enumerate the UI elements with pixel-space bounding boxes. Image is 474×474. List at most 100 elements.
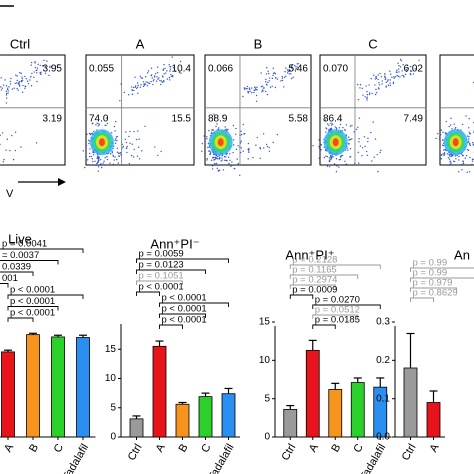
event-dot bbox=[150, 67, 153, 69]
event-dot bbox=[128, 94, 130, 96]
event-dot bbox=[160, 83, 162, 86]
p-value: p < 0.0001 bbox=[162, 315, 207, 326]
event-dot bbox=[165, 72, 167, 74]
event-dot bbox=[349, 138, 352, 141]
event-dot bbox=[16, 79, 18, 82]
event-dot bbox=[206, 138, 208, 140]
event-dot bbox=[216, 157, 219, 160]
event-dot bbox=[169, 79, 171, 81]
event-dot bbox=[214, 162, 216, 165]
event-dot bbox=[12, 158, 15, 161]
event-dot bbox=[20, 81, 23, 83]
event-dot bbox=[441, 144, 444, 146]
event-dot bbox=[215, 162, 218, 165]
event-dot bbox=[286, 72, 289, 74]
event-dot bbox=[130, 154, 133, 157]
event-dot bbox=[85, 145, 88, 147]
event-dot bbox=[295, 68, 298, 70]
event-dot bbox=[370, 77, 372, 80]
event-dot bbox=[266, 145, 269, 148]
event-dot bbox=[44, 72, 47, 75]
event-dot bbox=[233, 167, 236, 170]
event-dot bbox=[240, 133, 243, 136]
flow-axis-label: V bbox=[6, 188, 14, 200]
significance-bracket bbox=[0, 260, 59, 265]
event-dot bbox=[375, 76, 377, 78]
event-dot bbox=[364, 145, 366, 148]
event-dot bbox=[36, 72, 38, 74]
event-dot bbox=[469, 132, 472, 135]
event-dot bbox=[374, 93, 377, 96]
event-dot bbox=[331, 154, 333, 157]
event-dot bbox=[163, 80, 165, 83]
event-dot bbox=[247, 150, 250, 152]
x-tick-label: A bbox=[154, 441, 168, 454]
y-tick-label: 5 bbox=[264, 393, 270, 404]
event-dot bbox=[242, 150, 244, 152]
p-value: p < 0.0001 bbox=[10, 308, 55, 319]
event-dot bbox=[403, 75, 405, 77]
event-dot bbox=[291, 64, 294, 66]
event-dot bbox=[8, 86, 10, 88]
event-dot bbox=[172, 67, 175, 69]
event-dot bbox=[261, 89, 264, 91]
p-value: p = 0.0041 bbox=[2, 239, 47, 250]
event-dot bbox=[169, 66, 172, 68]
event-dot bbox=[114, 139, 116, 141]
event-dot bbox=[154, 146, 156, 148]
significance-bracket bbox=[159, 313, 206, 318]
event-dot bbox=[220, 160, 222, 162]
event-dot bbox=[91, 158, 94, 160]
event-dot bbox=[328, 124, 330, 126]
event-dot bbox=[248, 87, 251, 89]
event-cloud bbox=[82, 56, 182, 172]
event-dot bbox=[19, 72, 21, 74]
event-dot bbox=[225, 128, 227, 131]
event-dot bbox=[160, 150, 162, 153]
event-dot bbox=[377, 74, 379, 76]
event-dot bbox=[438, 138, 441, 140]
event-dot bbox=[398, 68, 400, 70]
event-dot bbox=[253, 89, 255, 92]
event-dot bbox=[9, 83, 12, 85]
bar bbox=[175, 403, 190, 438]
event-dot bbox=[332, 156, 334, 158]
event-dot bbox=[139, 86, 142, 88]
event-dot bbox=[126, 147, 128, 149]
event-dot bbox=[15, 74, 17, 76]
event-dot bbox=[150, 80, 152, 83]
event-dot bbox=[396, 69, 398, 72]
event-dot bbox=[24, 85, 27, 88]
event-dot bbox=[109, 162, 111, 164]
event-dot bbox=[296, 66, 299, 68]
event-dot bbox=[140, 77, 142, 79]
event-dot bbox=[467, 140, 470, 143]
event-dot bbox=[340, 155, 342, 157]
event-dot bbox=[328, 129, 331, 132]
event-dot bbox=[262, 133, 265, 135]
event-dot bbox=[281, 75, 284, 78]
density-core bbox=[452, 138, 459, 147]
bar bbox=[328, 389, 343, 438]
event-dot bbox=[383, 73, 386, 75]
event-dot bbox=[320, 149, 322, 151]
event-dot bbox=[469, 156, 471, 159]
event-dot bbox=[247, 92, 250, 94]
event-dot bbox=[5, 149, 7, 151]
p-value: p = 0.99 bbox=[413, 268, 448, 279]
event-dot bbox=[95, 164, 97, 167]
event-dot bbox=[11, 88, 14, 90]
event-dot bbox=[114, 142, 117, 144]
event-dot bbox=[131, 89, 133, 91]
event-dot bbox=[384, 75, 386, 78]
event-dot bbox=[240, 147, 243, 149]
event-dot bbox=[131, 93, 134, 95]
event-dot bbox=[97, 166, 100, 168]
event-dot bbox=[88, 155, 91, 158]
event-dot bbox=[115, 120, 117, 123]
event-dot bbox=[259, 157, 261, 159]
event-dot bbox=[239, 174, 241, 176]
event-dot bbox=[462, 154, 464, 157]
chart-title: An bbox=[454, 247, 470, 262]
event-dot bbox=[139, 75, 142, 77]
